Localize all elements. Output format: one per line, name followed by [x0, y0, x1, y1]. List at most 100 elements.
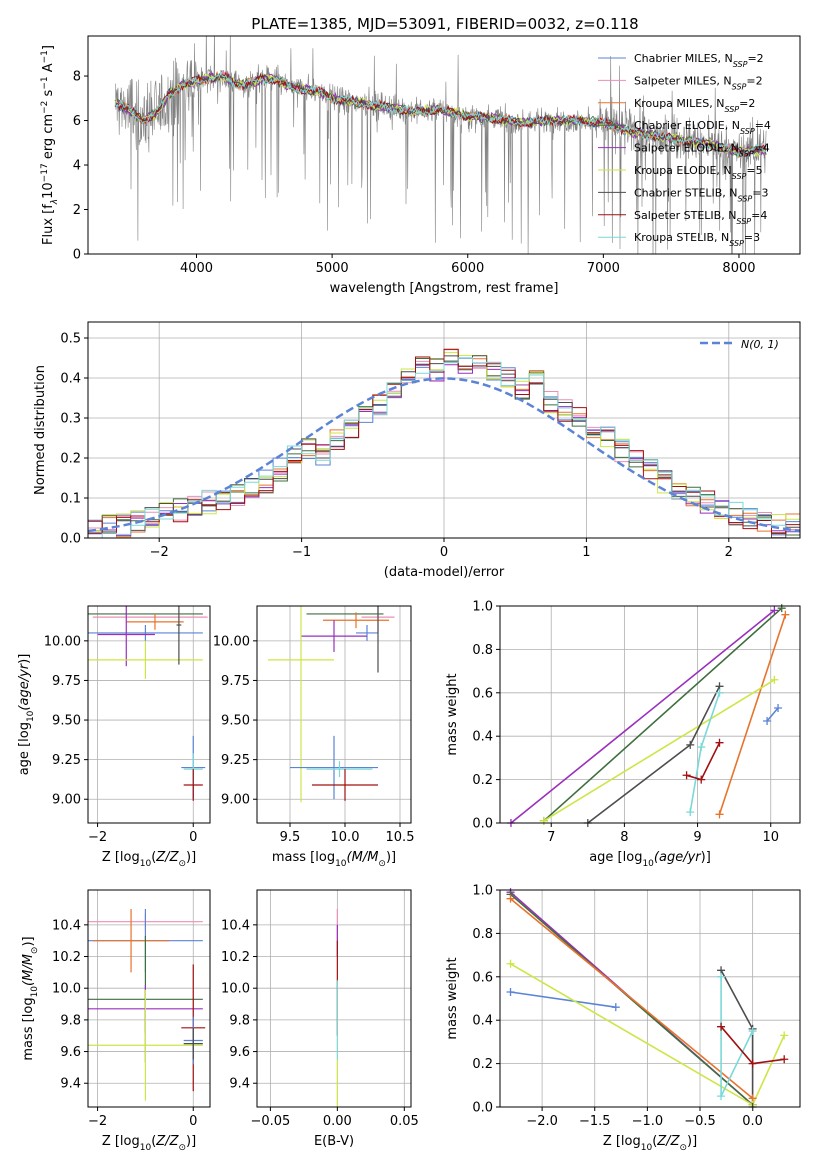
legend-name: Salpeter MILES, N — [634, 74, 732, 87]
weight_vs_age-xtick-label-2: 9 — [693, 830, 701, 845]
weight_vs_age-ytick-label-4: 0.8 — [472, 643, 493, 658]
weight_vs_age-xlabel-part: (age/yr — [654, 850, 702, 865]
weight_vs_age-ytick-label-0: 0.0 — [472, 817, 493, 832]
weight_vs_age-marker-5-1 — [697, 743, 706, 752]
legend-name: Chabrier ELODIE, N — [634, 119, 740, 132]
weight_vs_age-ytick-label-3: 0.6 — [472, 686, 493, 701]
weight_vs_Z-xtick-label-4: 0.0 — [742, 1114, 763, 1129]
spectrum-ytick-label-2: 4 — [73, 159, 81, 174]
legend-sub: SSP — [733, 60, 748, 69]
weight_vs_age-xlabel-part: 10 — [642, 859, 654, 869]
age_vs_Z-xlabel-part: ( — [151, 850, 156, 865]
legend-sub: SSP — [740, 127, 755, 136]
weight_vs_age-ytick-label-2: 0.4 — [472, 730, 493, 745]
legend-count: =2 — [739, 97, 755, 110]
weight_vs_Z-ytick-label-4: 0.8 — [472, 927, 493, 942]
weight_vs_age-marker-6-2 — [715, 738, 724, 747]
age_vs_mass-xlabel-part: 10 — [335, 859, 347, 869]
legend-count: =4 — [755, 119, 771, 132]
spectrum-axes: 4000 5000 6000 7000 8000 0 2 4 6 8 wavelength [Ang… — [40, 35, 801, 296]
spectrum-ylabel-part: Flux [f — [41, 204, 56, 245]
weight_vs_Z-xlabel-part: )] — [687, 1134, 697, 1149]
mass_vs_Z-xtick-label-0: −2 — [88, 1114, 107, 1129]
legend-label-7: Salpeter STELIB, NSSP=4 — [634, 209, 767, 226]
mass_vs_Z-axes: −2 09.49.69.810.010.210.4Z [log10(Z/Z⊙)]m… — [21, 889, 211, 1153]
residuals-xtick-label-1: −1 — [292, 545, 311, 560]
weight_vs_age-marker-6-1 — [697, 775, 706, 784]
age_vs_Z-ytick-label-0: 9.00 — [52, 793, 81, 808]
age_vs_mass-xlabel-part: )] — [386, 850, 396, 865]
residuals-xtick-label-2: 0 — [440, 545, 448, 560]
weight_vs_age-xlabel-part: )] — [701, 850, 711, 865]
mass_vs_EBV-ytick-label-3: 10.0 — [221, 982, 250, 997]
weight_vs_age-xtick-label-0: 7 — [547, 830, 555, 845]
mass_vs_Z-ytick-label-0: 9.4 — [60, 1077, 81, 1092]
age_vs_Z-plot-area — [88, 606, 208, 801]
legend-count: =4 — [751, 209, 767, 222]
mass_vs_Z-ytick-label-5: 10.4 — [52, 918, 81, 933]
residuals-xtick-label-3: 1 — [582, 545, 590, 560]
spectrum-model-line-6 — [114, 72, 767, 156]
weight_vs_age-marker-2-0 — [715, 810, 724, 819]
weight_vs_Z-ylabel-part: mass weight — [445, 957, 460, 1039]
weight_vs_age-frame — [499, 605, 801, 824]
spectrum-xtick-label-1: 5000 — [316, 261, 349, 276]
weight_vs_age-xlabel: age [log10(age/yr)] — [589, 850, 711, 869]
legend-count: =2 — [746, 74, 762, 87]
mass_vs_Z-ylabel-part: mass [log — [21, 997, 36, 1060]
weight_vs_Z-ytick-label-3: 0.6 — [472, 970, 493, 985]
residuals-xlabel-part: (data-model)/error — [384, 565, 505, 580]
weight_vs_age-marker-5-2 — [715, 688, 724, 697]
residuals-ytick-label-1: 0.1 — [60, 492, 81, 507]
legend-name: Chabrier STELIB, N — [634, 186, 738, 199]
spectrum-ylabel-part: erg cm — [41, 114, 56, 163]
legend-count: =5 — [746, 164, 762, 177]
weight_vs_age-plot-area — [510, 607, 787, 823]
legend-label-2: Kroupa MILES, NSSP=2 — [634, 97, 755, 114]
weight_vs_Z-ytick-label-1: 0.2 — [472, 1057, 493, 1072]
mass_vs_EBV-axes: −0.05 0.00 0.05 9.4 9.6 9.8 10.0 10.2 10.4 E(B-V) — [221, 889, 419, 1149]
weight_vs_Z-xtick-label-0: −2.0 — [526, 1114, 558, 1129]
weight_vs_age-marker-7-0 — [763, 717, 772, 726]
legend-label-3: Chabrier ELODIE, NSSP=4 — [634, 119, 771, 136]
mass_vs_EBV-xlabel-part: E(B-V) — [314, 1134, 354, 1149]
age_vs_Z-xlabel-part: Z [log — [102, 850, 140, 865]
weight_vs_Z-series-3 — [509, 898, 754, 1099]
spectrum-xtick-label-3: 7000 — [587, 261, 620, 276]
age_vs_mass-xtick-label-0: 9.5 — [280, 830, 301, 845]
age_vs_Z-ylabel-part: age [log — [17, 722, 32, 775]
spectrum-ylabel-part: 10 — [41, 182, 56, 199]
weight_vs_Z-xlabel-part: Z [log — [603, 1134, 641, 1149]
spectrum-xtick-label-2: 6000 — [451, 261, 484, 276]
mass_vs_EBV-ytick-label-1: 9.6 — [229, 1045, 250, 1060]
legend-count: =2 — [747, 52, 763, 65]
age_vs_mass-frame — [256, 605, 412, 824]
mass_vs_Z-ytick-label-2: 9.8 — [60, 1013, 81, 1028]
age_vs_mass-ytick-label-4: 10.00 — [213, 634, 250, 649]
mass_vs_EBV-ytick-label-5: 10.4 — [221, 918, 250, 933]
weight_vs_Z-marker-0-1 — [611, 1003, 620, 1012]
age_vs_Z-xlabel-part: )] — [186, 850, 196, 865]
age_vs_Z-ylabel-part: )] — [17, 654, 32, 664]
weight_vs_Z-xlabel-part: 10 — [641, 1143, 653, 1153]
weight_vs_Z-marker-4-0 — [506, 959, 515, 968]
weight_vs_Z-xtick-label-3: −0.5 — [684, 1114, 716, 1129]
spectrum-ytick-label-3: 6 — [73, 114, 81, 129]
age_vs_mass-ytick-label-2: 9.50 — [221, 714, 250, 729]
age_vs_Z-xtick-label-0: −2 — [88, 830, 107, 845]
age_vs_mass-xtick-label-2: 10.5 — [386, 830, 415, 845]
residuals-ytick-label-4: 0.4 — [60, 372, 81, 387]
spectrum-ytick-label-1: 2 — [73, 203, 81, 218]
residuals-ytick-label-0: 0.0 — [60, 532, 81, 547]
weight_vs_Z-xlabel: Z [log10(Z/Z⊙)] — [603, 1134, 697, 1153]
spectrum-ylabel-part: s — [41, 89, 56, 100]
residuals-ytick-label-2: 0.2 — [60, 452, 81, 467]
residuals-ytick-label-3: 0.3 — [60, 412, 81, 427]
weight_vs_age-marker-3-1 — [770, 675, 779, 684]
mass_vs_Z-xtick-label-1: 0 — [189, 1114, 197, 1129]
weight_vs_Z-ytick-label-2: 0.4 — [472, 1014, 493, 1029]
legend-name: Kroupa MILES, N — [634, 97, 724, 110]
legend-name: Salpeter STELIB, N — [634, 209, 736, 222]
